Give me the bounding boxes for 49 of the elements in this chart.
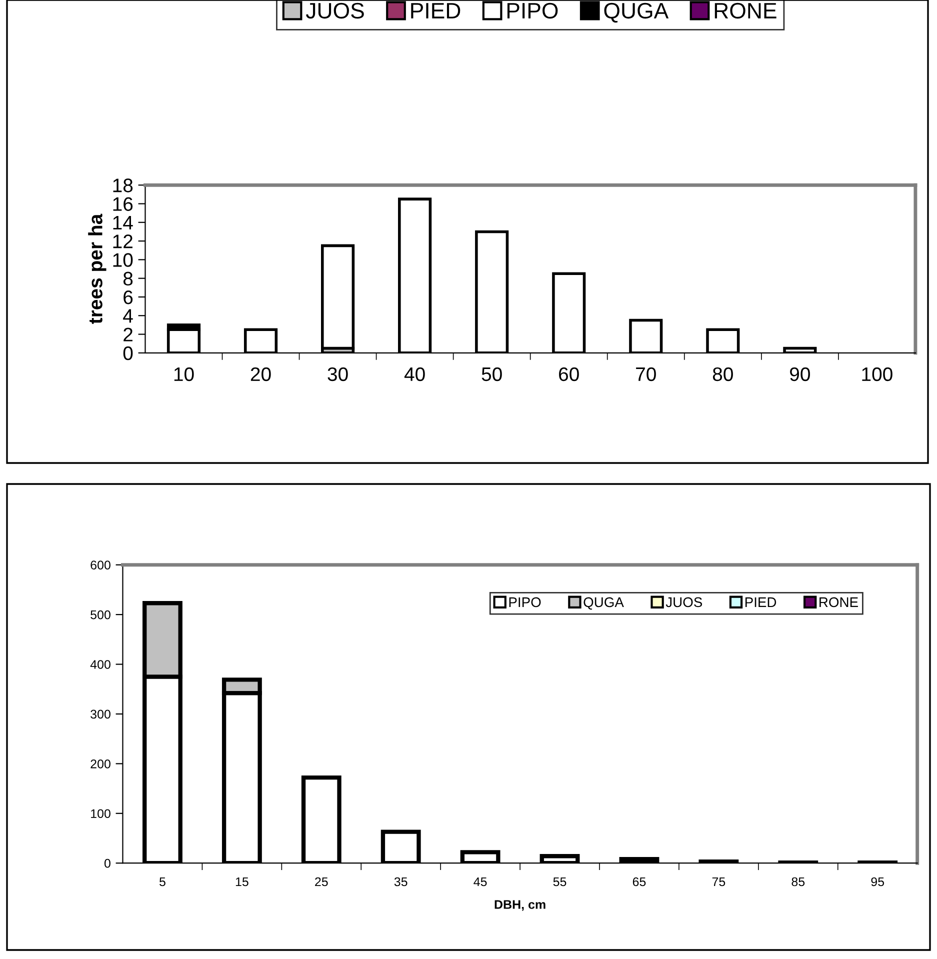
x-tick-label: 45 <box>474 877 487 886</box>
y-tick-label: 14 <box>113 216 133 230</box>
y-tick-label: 4 <box>123 309 133 323</box>
x-tick-label: 10 <box>174 367 194 382</box>
legend-label: PIED <box>411 3 460 18</box>
legend-label: JUOS <box>306 2 364 19</box>
y-axis-title: trees per ha <box>88 214 106 324</box>
x-tick-label: 25 <box>315 877 328 886</box>
y-tick-label: 0 <box>123 346 133 360</box>
y-tick-label: 0 <box>104 858 110 868</box>
x-tick-label: 15 <box>236 877 248 886</box>
x-tick-label: 20 <box>250 367 271 382</box>
x-tick-label: 35 <box>394 877 408 886</box>
legend-label: JUOS <box>666 597 702 608</box>
y-tick-label: 600 <box>90 560 110 570</box>
y-tick-label: 16 <box>113 197 133 211</box>
legend-label: PIPO <box>509 597 541 608</box>
x-tick-label: 70 <box>636 367 656 382</box>
x-tick-label: 75 <box>712 877 726 886</box>
y-tick-label: 100 <box>91 809 110 818</box>
y-tick-label: 200 <box>90 759 110 768</box>
x-tick-label: 80 <box>712 367 733 382</box>
legend-label: PIED <box>745 597 776 607</box>
legend-label: RONE <box>820 597 858 608</box>
y-tick-label: 18 <box>113 178 133 192</box>
x-tick-label: 50 <box>482 367 502 382</box>
x-tick-label: 30 <box>328 367 348 382</box>
y-tick-label: 400 <box>90 660 110 669</box>
x-tick-label: 5 <box>160 877 166 886</box>
legend-label: QUGA <box>604 2 669 23</box>
legend-label: RONE <box>714 2 776 19</box>
y-tick-label: 2 <box>124 328 132 342</box>
x-tick-label: 100 <box>862 367 892 382</box>
x-tick-label: 60 <box>559 367 579 382</box>
y-tick-label: 300 <box>90 710 110 719</box>
x-tick-label: 40 <box>404 367 425 382</box>
legend-label: PIPO <box>507 2 558 19</box>
x-tick-label: 95 <box>871 877 884 886</box>
y-tick-label: 6 <box>124 290 133 304</box>
x-tick-label: 65 <box>632 877 646 886</box>
x-tick-label: 85 <box>792 877 805 886</box>
y-tick-label: 10 <box>113 253 133 267</box>
x-tick-label: 90 <box>790 367 810 382</box>
y-tick-label: 500 <box>90 610 110 620</box>
y-tick-label: 12 <box>113 234 132 248</box>
x-tick-label: 55 <box>553 877 566 886</box>
x-axis-title: DBH, cm <box>494 900 546 911</box>
y-tick-label: 8 <box>123 272 133 286</box>
legend-label: QUGA <box>584 597 624 610</box>
